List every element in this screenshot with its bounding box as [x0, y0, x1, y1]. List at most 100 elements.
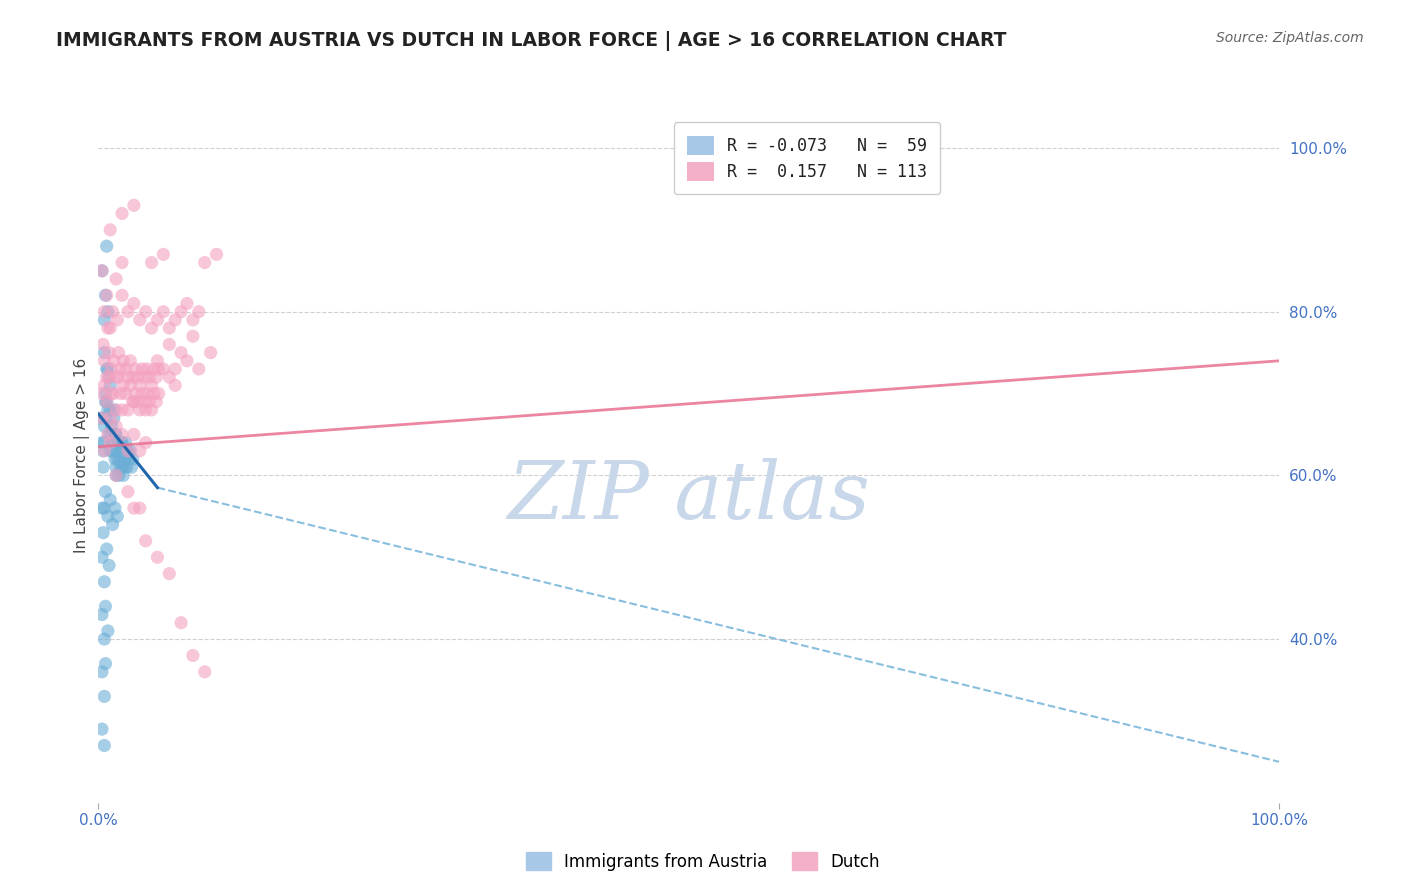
Point: [128, 378, 150, 392]
Point: [105, 403, 128, 417]
Point: [128, 501, 150, 516]
Point: [181, 313, 204, 327]
Point: [107, 435, 129, 450]
Point: [176, 296, 198, 310]
Point: [152, 304, 174, 318]
Point: [91, 337, 114, 351]
Point: [108, 443, 131, 458]
Point: [93, 419, 115, 434]
Point: [103, 386, 125, 401]
Point: [152, 362, 174, 376]
Point: [98, 223, 121, 237]
Point: [97, 321, 120, 335]
Point: [112, 468, 135, 483]
Point: [91, 443, 114, 458]
Point: [111, 288, 134, 302]
Point: [91, 460, 114, 475]
Point: [141, 321, 163, 335]
Point: [97, 362, 120, 376]
Legend: Immigrants from Austria, Dutch: Immigrants from Austria, Dutch: [517, 844, 889, 880]
Point: [121, 460, 143, 475]
Point: [110, 362, 132, 376]
Point: [181, 329, 204, 343]
Point: [93, 304, 115, 318]
Point: [122, 296, 145, 310]
Point: [98, 427, 121, 442]
Point: [157, 321, 180, 335]
Point: [114, 435, 136, 450]
Point: [138, 370, 160, 384]
Point: [135, 386, 157, 401]
Point: [117, 304, 139, 318]
Point: [121, 394, 143, 409]
Point: [101, 435, 124, 450]
Point: [122, 501, 145, 516]
Point: [128, 313, 150, 327]
Point: [105, 419, 128, 434]
Point: [194, 665, 217, 679]
Point: [128, 443, 150, 458]
Point: [97, 427, 120, 442]
Point: [115, 460, 138, 475]
Point: [124, 362, 146, 376]
Point: [138, 394, 160, 409]
Point: [122, 198, 145, 212]
Point: [141, 255, 163, 269]
Point: [108, 452, 131, 467]
Point: [107, 370, 129, 384]
Point: [94, 394, 117, 409]
Point: [135, 362, 157, 376]
Point: [105, 468, 128, 483]
Point: [122, 427, 145, 442]
Point: [100, 427, 122, 442]
Point: [131, 362, 153, 376]
Point: [165, 378, 187, 392]
Point: [98, 370, 121, 384]
Point: [97, 403, 120, 417]
Point: [98, 370, 121, 384]
Point: [93, 574, 115, 589]
Point: [117, 484, 139, 499]
Point: [98, 403, 121, 417]
Point: [135, 304, 157, 318]
Point: [97, 624, 120, 638]
Point: [93, 690, 115, 704]
Point: [146, 313, 169, 327]
Point: [107, 345, 129, 359]
Point: [94, 288, 117, 302]
Point: [141, 378, 163, 392]
Point: [93, 435, 115, 450]
Point: [105, 509, 128, 524]
Point: [94, 599, 117, 614]
Point: [91, 264, 114, 278]
Point: [121, 370, 143, 384]
Point: [97, 304, 120, 318]
Point: [91, 722, 114, 736]
Point: [91, 607, 114, 622]
Point: [93, 313, 115, 327]
Point: [117, 443, 139, 458]
Point: [114, 386, 136, 401]
Point: [101, 517, 124, 532]
Point: [103, 411, 125, 425]
Point: [98, 345, 121, 359]
Point: [96, 362, 118, 376]
Point: [111, 255, 134, 269]
Point: [93, 443, 115, 458]
Point: [148, 362, 170, 376]
Point: [112, 443, 135, 458]
Point: [96, 288, 118, 302]
Point: [94, 411, 117, 425]
Point: [110, 435, 132, 450]
Point: [135, 403, 157, 417]
Point: [117, 443, 139, 458]
Point: [187, 304, 209, 318]
Legend: R = -0.073   N =  59, R =  0.157   N = 113: R = -0.073 N = 59, R = 0.157 N = 113: [673, 122, 941, 194]
Y-axis label: In Labor Force | Age > 16: In Labor Force | Age > 16: [75, 358, 90, 552]
Point: [91, 525, 114, 540]
Point: [134, 394, 156, 409]
Point: [104, 427, 127, 442]
Point: [121, 452, 143, 467]
Point: [91, 501, 114, 516]
Point: [170, 345, 193, 359]
